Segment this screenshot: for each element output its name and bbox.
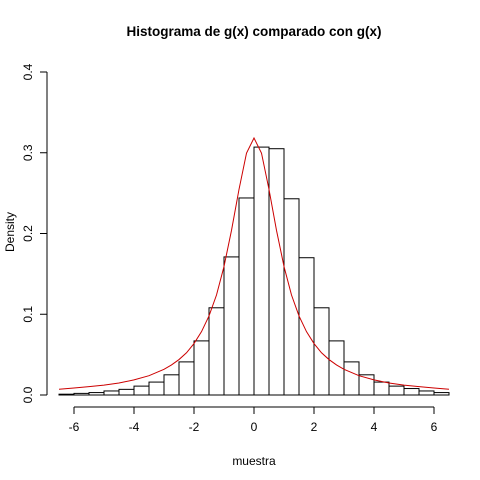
- y-tick-label: 0.2: [21, 225, 35, 242]
- y-axis-label: Density: [3, 212, 17, 252]
- histogram-bar: [283, 198, 300, 396]
- histogram-bar: [88, 392, 105, 396]
- x-axis-label: muestra: [232, 454, 276, 468]
- x-tick-label: 2: [311, 420, 318, 434]
- histogram-bar: [103, 390, 120, 396]
- histogram-bar: [118, 388, 135, 396]
- x-tick-label: -2: [189, 420, 200, 434]
- x-tick-label: 6: [431, 420, 438, 434]
- histogram-bar: [313, 307, 330, 396]
- y-tick-label: 0.4: [21, 63, 35, 80]
- histogram-bar: [373, 381, 390, 396]
- histogram-bar: [298, 257, 315, 396]
- y-tick-label: 0.3: [21, 144, 35, 161]
- histogram-bar: [148, 381, 165, 396]
- histogram-bar: [268, 148, 285, 396]
- y-tick-label: 0.1: [21, 306, 35, 323]
- x-axis: -6 -4 -2 0 2 4 6: [69, 406, 438, 434]
- histogram-bar: [58, 393, 75, 396]
- x-tick-label: -6: [69, 420, 80, 434]
- histogram-bar: [433, 392, 450, 396]
- histogram-bar: [208, 307, 225, 396]
- histogram-bar: [388, 385, 405, 396]
- histogram-bar: [73, 392, 90, 396]
- histogram-bar: [178, 361, 195, 396]
- chart-title: Histograma de g(x) comparado con g(x): [126, 24, 381, 39]
- histogram-bar: [193, 340, 210, 396]
- y-tick-label: 0.0: [21, 386, 35, 403]
- y-axis: 0.0 0.1 0.2 0.3 0.4: [21, 63, 48, 403]
- x-tick-label: 4: [371, 420, 378, 434]
- histogram-bar: [343, 361, 360, 396]
- x-tick-label: 0: [251, 420, 258, 434]
- x-tick-label: -4: [129, 420, 140, 434]
- histogram-bar: [163, 374, 180, 396]
- histogram-bar: [403, 388, 420, 396]
- density-curve-layer: [58, 136, 450, 390]
- histogram-bar: [253, 146, 270, 396]
- histogram-bar: [238, 197, 255, 396]
- histogram-bars: [58, 146, 450, 396]
- density-curve: [58, 136, 450, 390]
- histogram-bar: [418, 390, 435, 396]
- histogram-bar: [133, 385, 150, 396]
- histogram-bar: [223, 256, 240, 396]
